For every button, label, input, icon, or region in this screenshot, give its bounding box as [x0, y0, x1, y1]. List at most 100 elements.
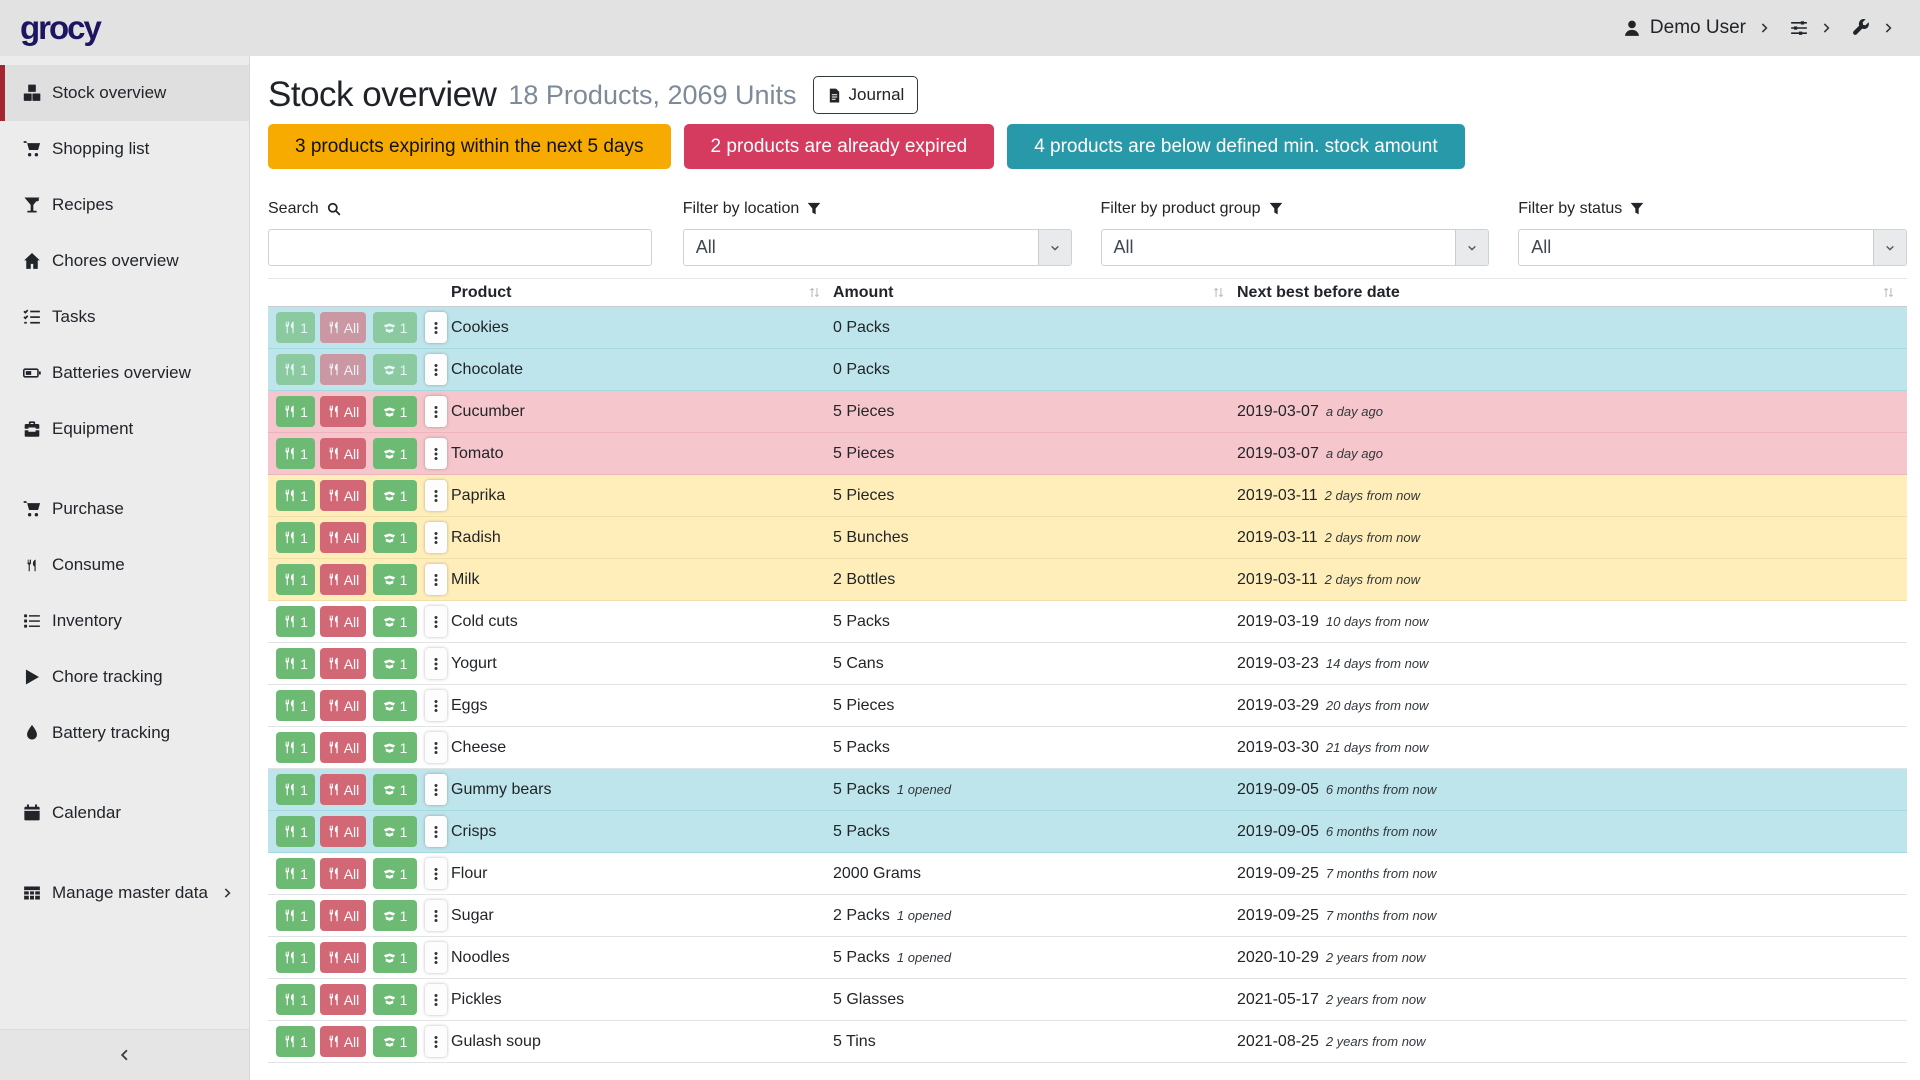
consume-one-button[interactable]: 1 [276, 354, 315, 385]
row-menu-button[interactable] [425, 690, 447, 721]
sidebar-collapse-button[interactable] [0, 1029, 249, 1080]
consume-all-button[interactable]: All [320, 732, 366, 763]
admin-menu[interactable] [1852, 19, 1870, 37]
sidebar-item-recipes[interactable]: Recipes [0, 177, 249, 233]
alert-danger[interactable]: 2 products are already expired [683, 124, 995, 169]
sidebar-item-inventory[interactable]: Inventory [0, 593, 249, 649]
sidebar-item-batteries-overview[interactable]: Batteries overview [0, 345, 249, 401]
settings-menu[interactable] [1790, 19, 1808, 37]
consume-all-button[interactable]: All [320, 438, 366, 469]
sidebar-item-manage-master-data[interactable]: Manage master data [0, 865, 249, 921]
consume-one-button[interactable]: 1 [276, 1026, 315, 1057]
sort-icon[interactable] [808, 286, 821, 299]
consume-one-button[interactable]: 1 [276, 396, 315, 427]
open-one-button[interactable]: 1 [373, 396, 417, 427]
consume-all-button[interactable]: All [320, 396, 366, 427]
open-one-button[interactable]: 1 [373, 816, 417, 847]
product-group-filter-select[interactable]: All [1100, 229, 1490, 266]
sidebar-item-battery-tracking[interactable]: Battery tracking [0, 705, 249, 761]
row-menu-button[interactable] [425, 732, 447, 763]
consume-all-button[interactable]: All [320, 354, 366, 385]
row-menu-button[interactable] [425, 858, 447, 889]
open-one-button[interactable]: 1 [373, 858, 417, 889]
consume-one-button[interactable]: 1 [276, 774, 315, 805]
consume-all-button[interactable]: All [320, 564, 366, 595]
sidebar-item-shopping-list[interactable]: Shopping list [0, 121, 249, 177]
column-header-best-before[interactable]: Next best before date [1237, 284, 1907, 302]
column-header-amount[interactable]: Amount [833, 284, 1237, 302]
row-menu-button[interactable] [425, 900, 447, 931]
open-one-button[interactable]: 1 [373, 522, 417, 553]
consume-all-button[interactable]: All [320, 774, 366, 805]
consume-all-button[interactable]: All [320, 480, 366, 511]
row-menu-button[interactable] [425, 522, 447, 553]
consume-one-button[interactable]: 1 [276, 312, 315, 343]
row-menu-button[interactable] [425, 354, 447, 385]
consume-one-button[interactable]: 1 [276, 690, 315, 721]
row-menu-button[interactable] [425, 564, 447, 595]
sort-icon[interactable] [1212, 286, 1225, 299]
open-one-button[interactable]: 1 [373, 984, 417, 1015]
open-one-button[interactable]: 1 [373, 312, 417, 343]
open-one-button[interactable]: 1 [373, 732, 417, 763]
open-one-button[interactable]: 1 [373, 690, 417, 721]
consume-one-button[interactable]: 1 [276, 816, 315, 847]
consume-one-button[interactable]: 1 [276, 564, 315, 595]
location-filter-select[interactable]: All [682, 229, 1072, 266]
column-header-product[interactable]: Product [451, 284, 833, 302]
open-one-button[interactable]: 1 [373, 942, 417, 973]
row-menu-button[interactable] [425, 942, 447, 973]
open-one-button[interactable]: 1 [373, 606, 417, 637]
row-menu-button[interactable] [425, 312, 447, 343]
consume-one-button[interactable]: 1 [276, 900, 315, 931]
consume-all-button[interactable]: All [320, 816, 366, 847]
sidebar-item-tasks[interactable]: Tasks [0, 289, 249, 345]
open-one-button[interactable]: 1 [373, 480, 417, 511]
open-one-button[interactable]: 1 [373, 774, 417, 805]
row-menu-button[interactable] [425, 480, 447, 511]
consume-all-button[interactable]: All [320, 648, 366, 679]
sidebar-item-consume[interactable]: Consume [0, 537, 249, 593]
journal-button[interactable]: Journal [812, 76, 919, 114]
app-logo[interactable]: grocy [20, 9, 102, 46]
consume-all-button[interactable]: All [320, 1026, 366, 1057]
row-menu-button[interactable] [425, 1026, 447, 1057]
row-menu-button[interactable] [425, 648, 447, 679]
consume-one-button[interactable]: 1 [276, 984, 315, 1015]
status-filter-select[interactable]: All [1518, 229, 1907, 266]
open-one-button[interactable]: 1 [373, 354, 417, 385]
open-one-button[interactable]: 1 [373, 438, 417, 469]
consume-one-button[interactable]: 1 [276, 522, 315, 553]
row-menu-button[interactable] [425, 438, 447, 469]
consume-all-button[interactable]: All [320, 690, 366, 721]
open-one-button[interactable]: 1 [373, 648, 417, 679]
sidebar-item-chores-overview[interactable]: Chores overview [0, 233, 249, 289]
consume-all-button[interactable]: All [320, 606, 366, 637]
open-one-button[interactable]: 1 [373, 564, 417, 595]
consume-all-button[interactable]: All [320, 312, 366, 343]
sidebar-item-calendar[interactable]: Calendar [0, 785, 249, 841]
sort-icon[interactable] [1882, 286, 1895, 299]
row-menu-button[interactable] [425, 606, 447, 637]
consume-one-button[interactable]: 1 [276, 732, 315, 763]
consume-all-button[interactable]: All [320, 942, 366, 973]
alert-warning[interactable]: 3 products expiring within the next 5 da… [268, 124, 671, 169]
open-one-button[interactable]: 1 [373, 1026, 417, 1057]
consume-all-button[interactable]: All [320, 900, 366, 931]
consume-one-button[interactable]: 1 [276, 480, 315, 511]
row-menu-button[interactable] [425, 816, 447, 847]
row-menu-button[interactable] [425, 984, 447, 1015]
consume-one-button[interactable]: 1 [276, 942, 315, 973]
sidebar-item-equipment[interactable]: Equipment [0, 401, 249, 457]
row-menu-button[interactable] [425, 774, 447, 805]
open-one-button[interactable]: 1 [373, 900, 417, 931]
consume-one-button[interactable]: 1 [276, 438, 315, 469]
user-menu[interactable]: Demo User [1623, 17, 1746, 39]
sidebar-item-purchase[interactable]: Purchase [0, 481, 249, 537]
row-menu-button[interactable] [425, 396, 447, 427]
sidebar-item-stock-overview[interactable]: Stock overview [0, 65, 249, 121]
consume-all-button[interactable]: All [320, 522, 366, 553]
consume-all-button[interactable]: All [320, 984, 366, 1015]
sidebar-item-chore-tracking[interactable]: Chore tracking [0, 649, 249, 705]
search-input[interactable] [268, 229, 652, 266]
